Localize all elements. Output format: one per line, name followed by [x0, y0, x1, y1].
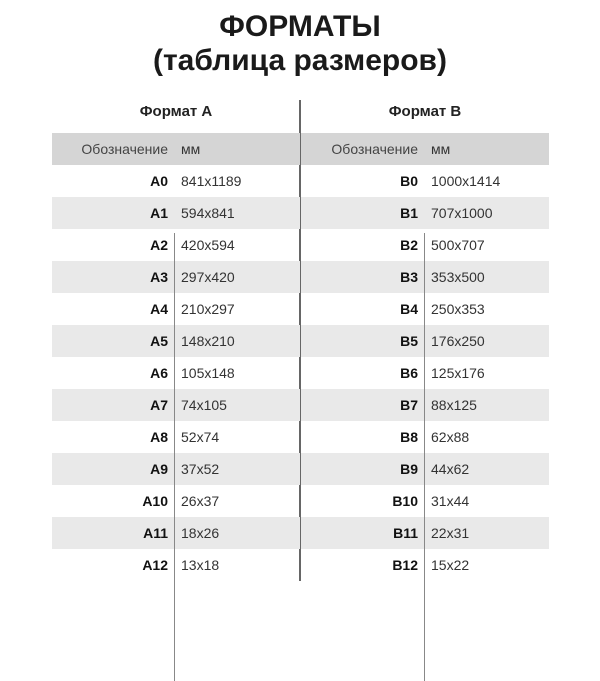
center-divider	[299, 100, 301, 581]
format-designation: B0	[400, 173, 418, 189]
format-size: 44x62	[431, 461, 470, 477]
format-designation: B4	[400, 301, 418, 317]
table-row: A4 210x297	[52, 293, 300, 325]
format-a-table: Формат А Обозначение мм A0 841x1189 A1 5…	[52, 100, 300, 681]
format-size: 31x44	[431, 493, 470, 509]
format-size: 13x18	[181, 557, 220, 573]
format-size: 52x74	[181, 429, 220, 445]
format-designation: B10	[392, 493, 418, 509]
format-size: 1000x1414	[431, 173, 501, 189]
header-mm: мм	[431, 141, 451, 157]
header-designation: Обозначение	[81, 141, 168, 157]
table-row: B9 44x62	[301, 453, 549, 485]
format-designation: B7	[400, 397, 418, 413]
format-size: 18x26	[181, 525, 220, 541]
format-designation: B9	[400, 461, 418, 477]
format-designation: B8	[400, 429, 418, 445]
format-size: 62x88	[431, 429, 470, 445]
header-designation: Обозначение	[331, 141, 418, 157]
table-row: B1 707x1000	[301, 197, 549, 229]
table-row: A7 74x105	[52, 389, 300, 421]
format-size: 841x1189	[181, 173, 242, 189]
format-size: 297x420	[181, 269, 235, 285]
format-designation: A3	[150, 269, 168, 285]
table-row: B5 176x250	[301, 325, 549, 357]
format-designation: A10	[142, 493, 168, 509]
format-size: 707x1000	[431, 205, 493, 221]
format-size: 105x148	[181, 365, 235, 381]
table-row: B8 62x88	[301, 421, 549, 453]
format-designation: A12	[142, 557, 168, 573]
table-row: A10 26x37	[52, 485, 300, 517]
format-size: 26x37	[181, 493, 220, 509]
table-row: A11 18x26	[52, 517, 300, 549]
table-row: B7 88x125	[301, 389, 549, 421]
column-divider	[424, 233, 425, 681]
table-row: B3 353x500	[301, 261, 549, 293]
table-row: A9 37x52	[52, 453, 300, 485]
table-header: Обозначение мм	[52, 133, 300, 165]
table-row: B11 22x31	[301, 517, 549, 549]
table-row: B2 500x707	[301, 229, 549, 261]
table-row: A8 52x74	[52, 421, 300, 453]
format-designation: B5	[400, 333, 418, 349]
format-designation: A6	[150, 365, 168, 381]
table-row: A5 148x210	[52, 325, 300, 357]
table-header: Обозначение мм	[301, 133, 549, 165]
format-designation: A2	[150, 237, 168, 253]
table-row: B10 31x44	[301, 485, 549, 517]
format-designation: A1	[150, 205, 168, 221]
table-row: A3 297x420	[52, 261, 300, 293]
format-designation: A11	[143, 525, 168, 541]
format-size: 125x176	[431, 365, 485, 381]
format-size: 22x31	[431, 525, 470, 541]
format-designation: B2	[400, 237, 418, 253]
format-designation: A5	[150, 333, 168, 349]
table-row: B12 15x22	[301, 549, 549, 581]
format-designation: B6	[400, 365, 418, 381]
header-mm: мм	[181, 141, 201, 157]
table-row: A12 13x18	[52, 549, 300, 581]
format-designation: A7	[150, 397, 168, 413]
format-designation: B1	[400, 205, 418, 221]
format-size: 250x353	[431, 301, 485, 317]
format-designation: B12	[392, 557, 418, 573]
page-subtitle: (таблица размеров)	[153, 44, 447, 77]
table-row: A1 594x841	[52, 197, 300, 229]
table-row: A2 420x594	[52, 229, 300, 261]
format-size: 88x125	[431, 397, 477, 413]
format-size: 74x105	[181, 397, 227, 413]
format-size: 353x500	[431, 269, 485, 285]
format-size: 15x22	[431, 557, 470, 573]
format-designation: A0	[150, 173, 168, 189]
table-row: B0 1000x1414	[301, 165, 549, 197]
format-size: 500x707	[431, 237, 485, 253]
page-title: ФОРМАТЫ	[219, 10, 381, 43]
format-size: 210x297	[181, 301, 235, 317]
format-size: 420x594	[181, 237, 235, 253]
table-row: A0 841x1189	[52, 165, 300, 197]
column-divider	[174, 233, 175, 681]
format-size: 176x250	[431, 333, 485, 349]
table-row: B6 125x176	[301, 357, 549, 389]
format-size: 37x52	[181, 461, 220, 477]
format-designation: B11	[393, 525, 418, 541]
format-size: 148x210	[181, 333, 235, 349]
table-row: B4 250x353	[301, 293, 549, 325]
table-row: A6 105x148	[52, 357, 300, 389]
format-designation: A8	[150, 429, 168, 445]
format-b-table: Формат В Обозначение мм B0 1000x1414 B1 …	[301, 100, 549, 681]
table-caption: Формат А	[139, 103, 213, 120]
table-caption: Формат В	[388, 103, 462, 120]
format-designation: B3	[400, 269, 418, 285]
format-designation: A9	[150, 461, 168, 477]
format-size: 594x841	[181, 205, 235, 221]
format-designation: A4	[150, 301, 168, 317]
